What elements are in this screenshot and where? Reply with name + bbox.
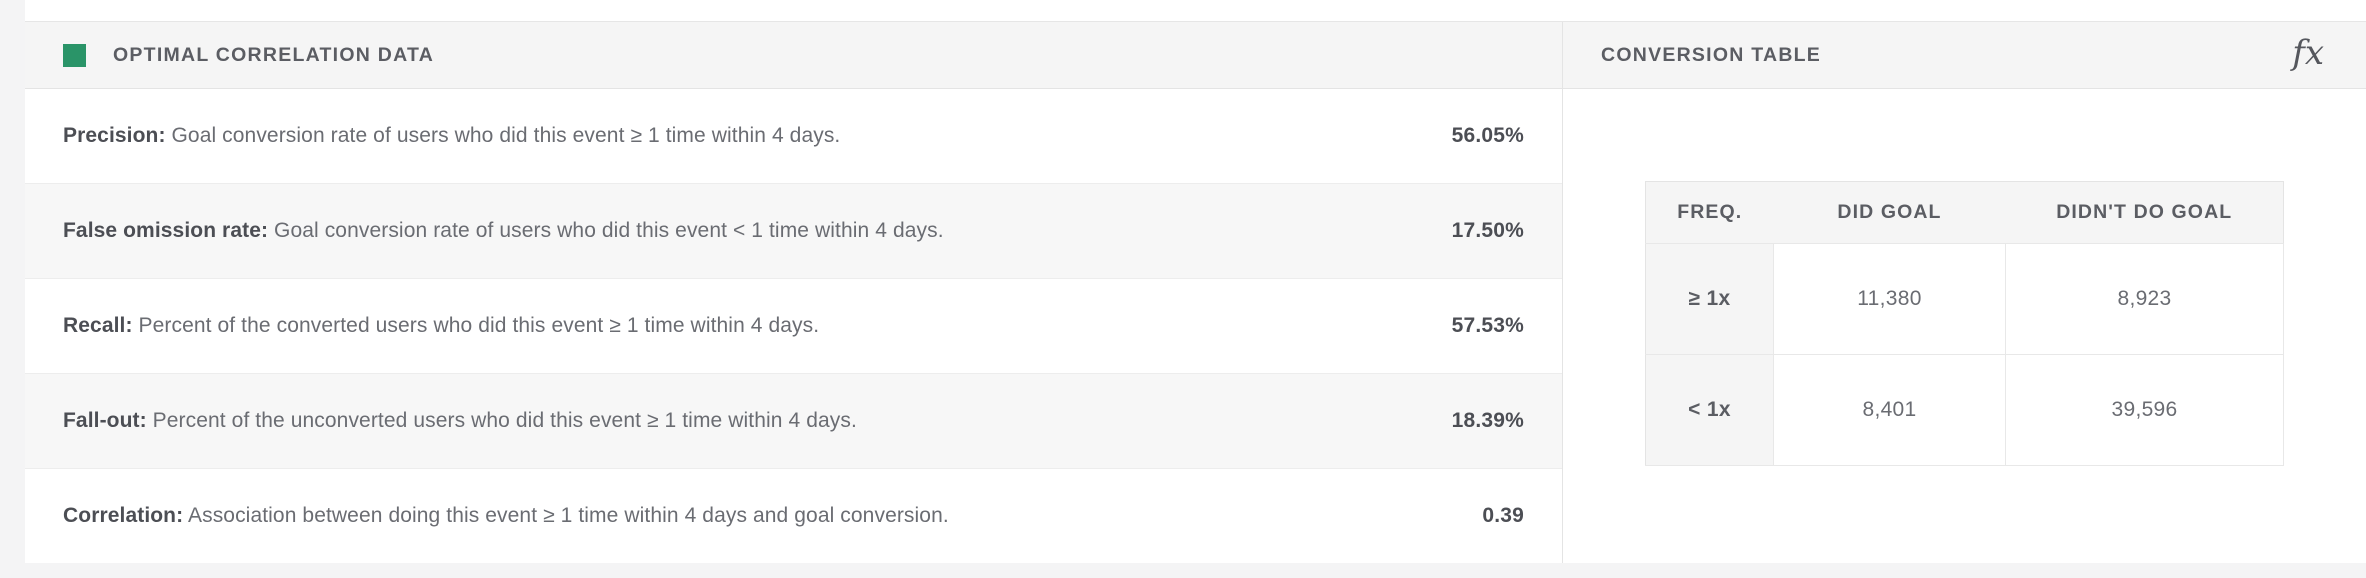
metric-value: 57.53% <box>1451 314 1524 337</box>
metric-row-correlation[interactable]: Correlation: Association between doing t… <box>25 469 1562 563</box>
conversion-table-title: CONVERSION TABLE <box>1601 43 1822 66</box>
metric-value: 56.05% <box>1451 124 1524 147</box>
metric-description: Recall: Percent of the converted users w… <box>63 314 819 338</box>
table-header-row: FREQ. DID GOAL DIDN'T DO GOAL <box>1645 181 2284 244</box>
table-row: < 1x 8,401 39,596 <box>1645 353 2284 466</box>
metric-description: Correlation: Association between doing t… <box>63 504 949 528</box>
column-header-freq: FREQ. <box>1645 181 1774 244</box>
metric-description: Precision: Goal conversion rate of users… <box>63 124 840 148</box>
metric-detail: Goal conversion rate of users who did th… <box>165 124 841 147</box>
metric-value: 18.39% <box>1451 409 1524 432</box>
cell-did-goal: 8,401 <box>1773 353 2006 466</box>
row-header-freq: < 1x <box>1645 353 1774 466</box>
row-header-freq: ≥ 1x <box>1645 242 1774 355</box>
optimal-correlation-title: OPTIMAL CORRELATION DATA <box>113 43 435 66</box>
metric-value: 17.50% <box>1451 219 1524 242</box>
conversion-table-head: FREQ. DID GOAL DIDN'T DO GOAL <box>1645 181 2284 244</box>
optimal-correlation-panel: OPTIMAL CORRELATION DATA Precision: Goal… <box>25 22 1563 563</box>
metric-description: Fall-out: Percent of the unconverted use… <box>63 409 857 433</box>
conversion-table-body-rows: ≥ 1x 11,380 8,923 < 1x 8,401 39,596 <box>1645 242 2284 466</box>
metric-description: False omission rate: Goal conversion rat… <box>63 219 944 243</box>
column-header-didnt-do-goal: DIDN'T DO GOAL <box>2005 181 2284 244</box>
optimal-correlation-header: OPTIMAL CORRELATION DATA <box>25 22 1562 89</box>
table-row: ≥ 1x 11,380 8,923 <box>1645 242 2284 355</box>
metric-detail: Percent of the unconverted users who did… <box>146 409 857 432</box>
metric-detail: Association between doing this event ≥ 1… <box>183 504 949 527</box>
metric-row-fall-out[interactable]: Fall-out: Percent of the unconverted use… <box>25 374 1562 469</box>
metric-label: False omission rate: <box>63 219 269 242</box>
previous-card-edge <box>25 0 2366 22</box>
metric-label: Fall-out: <box>63 409 147 432</box>
conversion-table: FREQ. DID GOAL DIDN'T DO GOAL ≥ 1x 11,38… <box>1645 180 2284 466</box>
metric-label: Precision: <box>63 124 166 147</box>
metric-label: Correlation: <box>63 504 184 527</box>
conversion-table-body: FREQ. DID GOAL DIDN'T DO GOAL ≥ 1x 11,38… <box>1563 89 2366 563</box>
column-header-did-goal: DID GOAL <box>1773 181 2006 244</box>
metric-detail: Goal conversion rate of users who did th… <box>268 219 944 242</box>
formula-fx-icon[interactable]: fx <box>2292 33 2324 73</box>
correlation-card: OPTIMAL CORRELATION DATA Precision: Goal… <box>25 22 2366 563</box>
metric-row-recall[interactable]: Recall: Percent of the converted users w… <box>25 279 1562 374</box>
cell-did-goal: 11,380 <box>1773 242 2006 355</box>
cell-didnt-do-goal: 39,596 <box>2005 353 2284 466</box>
metric-row-false-omission-rate[interactable]: False omission rate: Goal conversion rat… <box>25 184 1562 279</box>
metric-detail: Percent of the converted users who did t… <box>132 314 820 337</box>
metric-row-precision[interactable]: Precision: Goal conversion rate of users… <box>25 89 1562 184</box>
metric-list: Precision: Goal conversion rate of users… <box>25 89 1562 563</box>
metric-value: 0.39 <box>1482 504 1524 527</box>
cell-didnt-do-goal: 8,923 <box>2005 242 2284 355</box>
conversion-table-header: CONVERSION TABLE fx <box>1563 22 2366 89</box>
metric-label: Recall: <box>63 314 133 337</box>
green-square-icon <box>63 43 86 67</box>
conversion-table-panel: CONVERSION TABLE fx FREQ. DID GOAL DIDN'… <box>1563 22 2366 563</box>
